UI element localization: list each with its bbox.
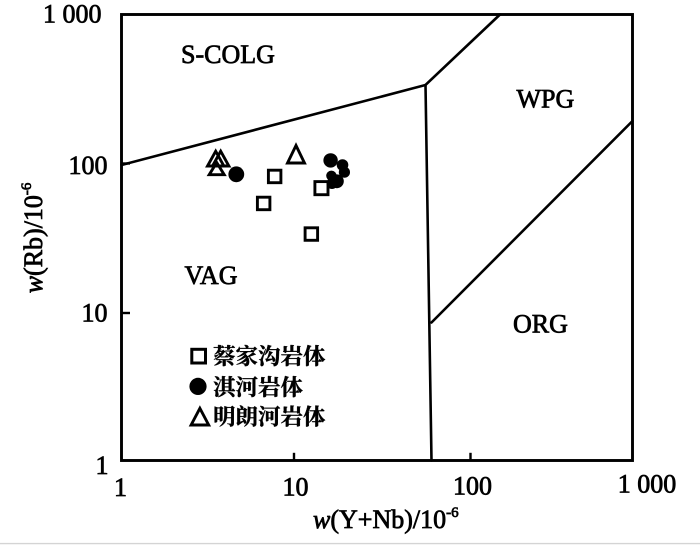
svg-text:10: 10 bbox=[283, 473, 309, 502]
svg-text:S-COLG: S-COLG bbox=[181, 40, 275, 69]
svg-text:1 000: 1 000 bbox=[618, 470, 677, 499]
svg-text:w(Rb)/10-6: w(Rb)/10-6 bbox=[19, 182, 48, 293]
svg-text:WPG: WPG bbox=[517, 85, 575, 114]
svg-text:100: 100 bbox=[453, 472, 492, 501]
svg-text:VAG: VAG bbox=[185, 261, 238, 290]
svg-text:10: 10 bbox=[82, 299, 108, 328]
svg-text:w(Y+Nb)/10-6: w(Y+Nb)/10-6 bbox=[313, 505, 459, 534]
svg-text:1: 1 bbox=[96, 451, 109, 480]
svg-text:1 000: 1 000 bbox=[43, 0, 102, 29]
svg-text:ORG: ORG bbox=[513, 310, 568, 339]
svg-text:1: 1 bbox=[114, 473, 127, 502]
svg-text:100: 100 bbox=[69, 151, 108, 180]
